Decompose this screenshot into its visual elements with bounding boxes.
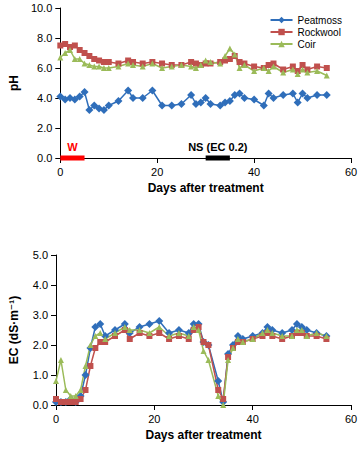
svg-text:60: 60	[345, 166, 357, 178]
svg-text:20: 20	[151, 166, 163, 178]
svg-text:Peatmoss: Peatmoss	[298, 15, 342, 26]
svg-text:20: 20	[148, 413, 160, 425]
svg-text:3.0: 3.0	[33, 309, 48, 321]
svg-text:Rockwool: Rockwool	[298, 27, 341, 38]
svg-text:0: 0	[57, 166, 63, 178]
svg-text:EC (dS·m⁻¹): EC (dS·m⁻¹)	[7, 296, 21, 364]
svg-text:40: 40	[247, 413, 259, 425]
svg-text:W: W	[67, 141, 78, 153]
svg-text:pH: pH	[7, 75, 21, 91]
svg-text:Days after treatment: Days after treatment	[148, 181, 264, 195]
svg-text:5.0: 5.0	[33, 249, 48, 261]
svg-text:0.0: 0.0	[33, 399, 48, 411]
svg-text:Days after treatment: Days after treatment	[145, 428, 261, 442]
svg-text:4.0: 4.0	[33, 279, 48, 291]
svg-text:8.0: 8.0	[37, 32, 52, 44]
svg-text:Coir: Coir	[298, 39, 317, 50]
svg-text:6.0: 6.0	[37, 62, 52, 74]
svg-text:4.0: 4.0	[37, 92, 52, 104]
svg-text:NS (EC 0.2): NS (EC 0.2)	[188, 141, 248, 153]
svg-text:0: 0	[53, 413, 59, 425]
svg-text:0.0: 0.0	[37, 152, 52, 164]
svg-text:60: 60	[345, 413, 357, 425]
svg-text:10.0: 10.0	[31, 2, 52, 14]
svg-text:40: 40	[248, 166, 260, 178]
svg-text:2.0: 2.0	[33, 339, 48, 351]
svg-text:2.0: 2.0	[37, 122, 52, 134]
svg-text:1.0: 1.0	[33, 369, 48, 381]
